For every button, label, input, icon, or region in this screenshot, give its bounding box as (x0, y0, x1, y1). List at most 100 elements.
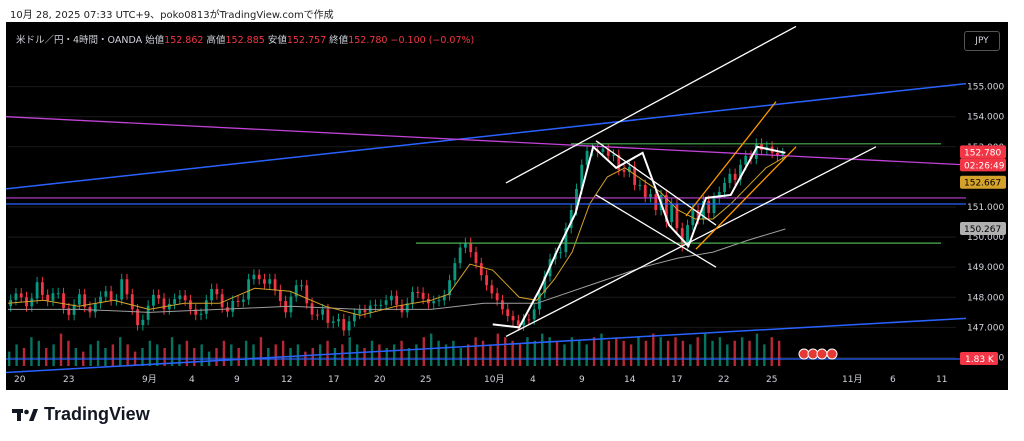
event-flag-icon (816, 348, 828, 360)
candle-body (83, 294, 87, 307)
orange-channel-upper (685, 101, 777, 217)
open-label: 始値 (145, 35, 165, 46)
volume-bar (763, 344, 766, 366)
volume-bar (496, 333, 500, 366)
candle-body (30, 298, 34, 307)
candle-body (686, 225, 689, 247)
volume-bar (541, 333, 544, 366)
volume-bar (355, 344, 359, 366)
x-axis-tick-label: 9月 (142, 374, 157, 385)
volume-bar (777, 340, 781, 366)
candle-body (506, 309, 510, 317)
candle-body (236, 300, 240, 302)
candle-body (527, 319, 531, 321)
volume-label: 1.83 K (965, 355, 995, 365)
candle-body (104, 291, 108, 297)
chart-panel[interactable]: 155.000154.000153.000151.000150.000149.0… (6, 22, 1008, 390)
x-axis-tick-label: 20 (374, 375, 386, 385)
volume-bar (407, 348, 411, 366)
volume-bar (622, 340, 625, 366)
last-price-label: 152.780 (964, 148, 1001, 158)
volume-bar (185, 340, 189, 366)
volume-bar (148, 340, 152, 366)
volume-bar (600, 333, 603, 366)
candle-body (130, 294, 134, 310)
x-axis-tick-label: 14 (624, 375, 636, 385)
candle-body (56, 293, 60, 295)
candle-body (701, 200, 705, 220)
volume-bar (378, 344, 381, 366)
candle-body (331, 321, 335, 323)
candle-body (712, 197, 716, 214)
candle-body (141, 319, 145, 326)
candle-body (199, 313, 203, 315)
ma-fast-value-label: 152.667 (964, 179, 1001, 189)
candle-body (289, 296, 293, 313)
volume-bar (326, 340, 329, 366)
candle-body (474, 252, 478, 264)
candle-body (538, 292, 541, 310)
candle-body (649, 194, 652, 197)
candle-body (432, 301, 436, 304)
tradingview-brand[interactable]: TradingView (12, 404, 150, 425)
candle-body (278, 290, 282, 302)
candle-body (612, 154, 615, 156)
volume-bar (696, 337, 699, 366)
candle-body (273, 279, 277, 291)
x-axis-tick-label: 17 (328, 375, 339, 385)
volume-bar (629, 344, 633, 366)
candle-body (453, 263, 457, 281)
volume-bar (45, 348, 48, 366)
volume-bar (22, 348, 26, 366)
symbol-label: 米ドル／円・4時間・OANDA (16, 35, 143, 46)
volume-bar (363, 348, 366, 366)
x-axis-tick-label: 9 (234, 375, 240, 385)
white-channel-upper (505, 25, 797, 184)
candle-body (136, 309, 139, 326)
candle-body (19, 293, 23, 298)
price-chart[interactable]: 155.000154.000153.000151.000150.000149.0… (6, 22, 1008, 390)
candle-body (109, 291, 113, 301)
candle-body (326, 309, 330, 323)
candle-body (67, 308, 71, 315)
high-value: 152.885 (225, 35, 265, 46)
candle-body (231, 300, 235, 312)
volume-bar (703, 333, 707, 366)
currency-button[interactable]: JPY (964, 31, 1000, 51)
candle-body (416, 292, 420, 294)
candle-body (575, 188, 578, 210)
candle-body (257, 274, 261, 280)
volume-bar (422, 337, 425, 366)
volume-bar (674, 337, 677, 366)
candle-body (167, 303, 171, 310)
candle-body (490, 285, 494, 294)
candle-body (485, 275, 488, 286)
candle-body (51, 293, 55, 301)
volume-bar (452, 340, 455, 366)
volume-bar (392, 344, 396, 366)
volume-bar (89, 344, 92, 366)
x-axis-tick-label: 11 (936, 375, 947, 385)
candle-body (194, 309, 198, 315)
y-axis-tick-label: 154.000 (967, 113, 1004, 123)
candle-body (680, 228, 684, 247)
white-wedge-upper (595, 140, 717, 226)
volume-bar (37, 340, 41, 366)
candle-body (321, 309, 325, 315)
volume-bar (755, 333, 759, 366)
last-price-label-bg (960, 145, 1006, 159)
ma-fast-value-label-bg (960, 175, 1006, 189)
volume-bar (15, 344, 18, 366)
volume-bar (659, 337, 662, 366)
y-axis-tick-label: 148.000 (967, 293, 1004, 303)
candle-body (241, 299, 245, 302)
candle-body (643, 184, 647, 197)
volume-bar (740, 337, 744, 366)
candle-body (559, 252, 563, 254)
volume-bar (341, 344, 344, 366)
candle-body (294, 285, 298, 297)
volume-bar (74, 348, 78, 366)
candle-body (189, 300, 192, 310)
volume-label-bg (960, 352, 998, 365)
candle-body (157, 294, 161, 299)
